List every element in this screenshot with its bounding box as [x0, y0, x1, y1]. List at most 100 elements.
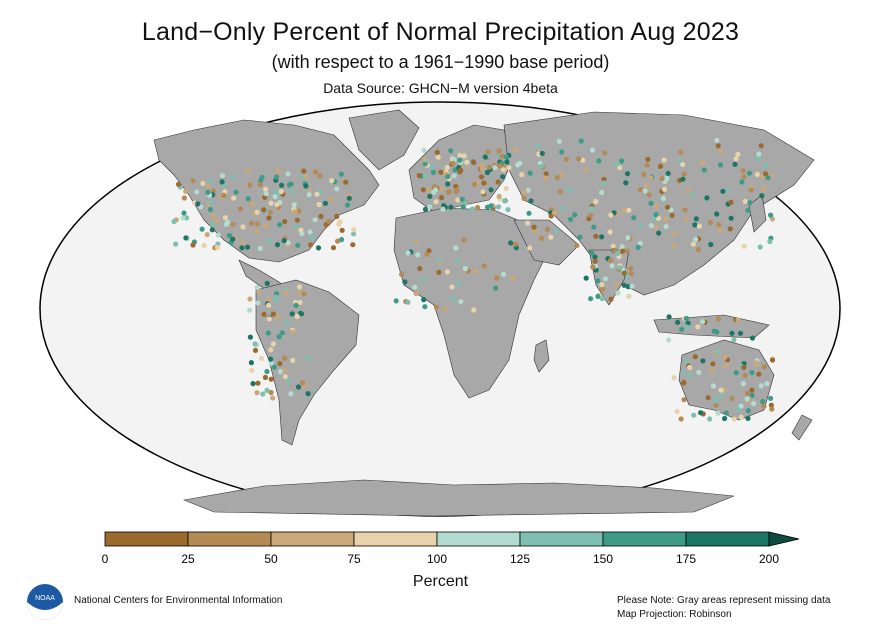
station-marker — [644, 162, 650, 168]
station-marker — [461, 153, 467, 159]
station-marker — [735, 407, 742, 413]
station-marker — [593, 198, 599, 205]
legend-colorbar: 0 25 50 75 100 125 150 175 200 — [102, 531, 800, 566]
station-marker — [659, 176, 665, 182]
station-marker — [500, 271, 507, 277]
station-marker — [249, 220, 255, 226]
station-marker — [602, 276, 609, 282]
station-marker — [496, 193, 502, 199]
station-marker — [301, 168, 307, 174]
station-marker — [427, 204, 433, 210]
station-marker — [292, 209, 298, 215]
station-marker — [460, 204, 466, 210]
station-marker — [663, 223, 669, 230]
station-marker — [416, 173, 422, 179]
station-marker — [539, 150, 545, 157]
station-marker — [249, 201, 255, 207]
station-marker — [769, 216, 776, 222]
station-marker — [715, 349, 722, 355]
station-marker — [329, 178, 335, 184]
station-marker — [764, 380, 770, 387]
station-marker — [296, 208, 302, 214]
station-marker — [506, 165, 512, 171]
station-marker — [599, 286, 606, 292]
station-marker — [717, 149, 724, 155]
station-marker — [420, 276, 426, 282]
station-marker — [680, 176, 686, 182]
station-marker — [492, 165, 498, 171]
station-marker — [462, 200, 468, 206]
station-marker — [488, 187, 494, 193]
station-marker — [701, 167, 707, 173]
station-marker — [690, 191, 696, 197]
station-marker — [305, 356, 311, 362]
station-marker — [713, 402, 719, 408]
station-marker — [496, 148, 502, 154]
station-marker — [648, 200, 654, 206]
station-marker — [293, 302, 299, 308]
station-marker — [254, 390, 260, 396]
station-marker — [288, 391, 294, 397]
station-marker — [254, 209, 260, 215]
station-marker — [729, 395, 735, 402]
station-marker — [417, 265, 423, 272]
station-marker — [444, 164, 450, 171]
legend-tick-label: 100 — [427, 552, 447, 566]
station-marker — [599, 189, 605, 196]
station-marker — [595, 278, 601, 284]
station-marker — [720, 188, 726, 194]
station-marker — [276, 334, 282, 340]
station-marker — [270, 341, 276, 347]
station-marker — [271, 364, 277, 370]
station-marker — [345, 202, 351, 208]
station-marker — [258, 178, 264, 184]
station-marker — [744, 390, 751, 396]
station-marker — [454, 187, 460, 193]
station-marker — [578, 138, 584, 144]
station-marker — [222, 215, 228, 221]
station-marker — [642, 188, 648, 194]
station-marker — [535, 143, 541, 149]
station-marker — [761, 364, 768, 370]
station-marker — [624, 248, 630, 254]
station-marker — [626, 293, 632, 299]
station-marker — [462, 266, 468, 272]
station-marker — [286, 182, 293, 188]
station-marker — [343, 179, 349, 185]
station-marker — [593, 233, 599, 239]
station-marker — [282, 374, 288, 380]
station-marker — [434, 149, 440, 155]
station-marker — [293, 224, 299, 230]
station-marker — [671, 375, 677, 381]
station-marker — [453, 245, 459, 251]
station-marker — [173, 241, 179, 247]
station-marker — [231, 195, 237, 201]
station-marker — [723, 410, 729, 416]
station-marker — [557, 189, 563, 195]
station-marker — [672, 231, 678, 237]
station-marker — [722, 354, 728, 360]
station-marker — [183, 235, 189, 241]
station-marker — [551, 210, 558, 216]
station-marker — [768, 395, 774, 401]
station-marker — [266, 238, 272, 244]
station-marker — [254, 221, 260, 227]
station-marker — [680, 369, 686, 376]
station-marker — [660, 195, 667, 202]
station-marker — [427, 193, 433, 199]
station-marker — [252, 347, 259, 353]
station-marker — [458, 299, 464, 305]
station-marker — [268, 360, 274, 366]
station-marker — [674, 408, 680, 415]
station-marker — [265, 330, 271, 336]
station-marker — [175, 181, 182, 187]
station-marker — [310, 234, 316, 241]
station-marker — [669, 212, 675, 218]
station-marker — [263, 191, 269, 197]
station-marker — [247, 182, 253, 188]
station-marker — [756, 371, 762, 377]
station-marker — [749, 370, 755, 376]
station-marker — [289, 189, 295, 195]
station-marker — [268, 389, 274, 396]
station-marker — [599, 234, 605, 240]
